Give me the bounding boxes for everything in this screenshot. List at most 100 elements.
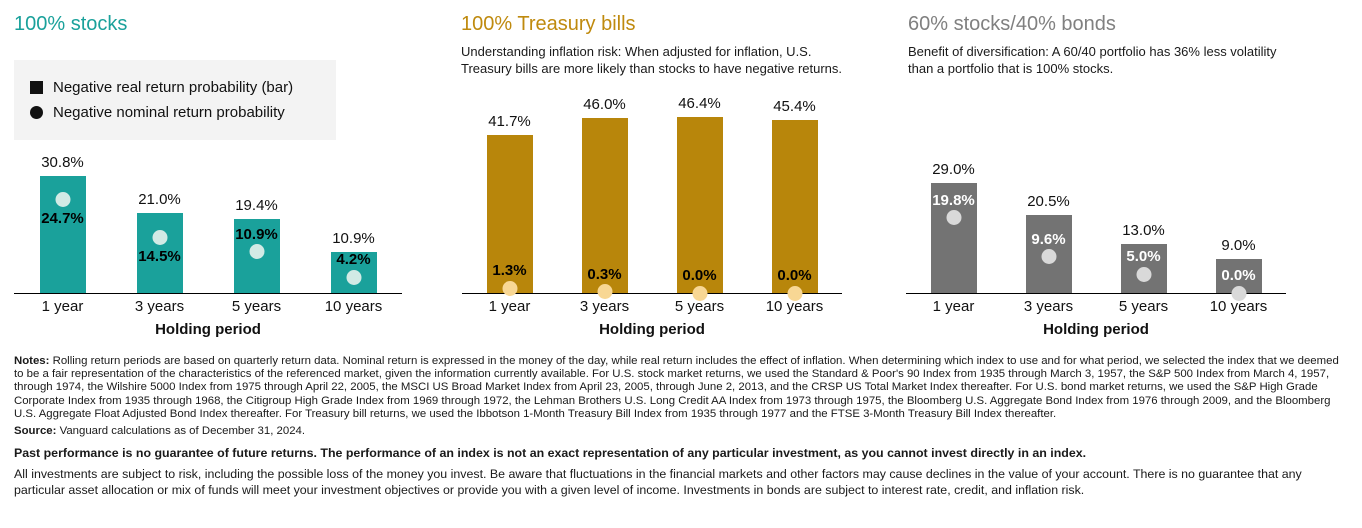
dot-1-year bbox=[502, 280, 517, 296]
x-tick-label-5-years: 5 years bbox=[674, 298, 725, 315]
bar-1-year bbox=[486, 134, 533, 293]
dot-value-label: 0.0% bbox=[682, 267, 717, 284]
dot-3-years bbox=[152, 230, 167, 246]
legend-label-dot: Negative nominal return probability bbox=[53, 104, 285, 121]
chart-slot-1-year: 41.7% 1.3% bbox=[462, 110, 557, 296]
footer: Notes: Rolling return periods are based … bbox=[14, 355, 1350, 498]
dot-value-label: 14.5% bbox=[138, 248, 181, 266]
dot-5-years bbox=[692, 285, 707, 301]
source-label: Source: bbox=[14, 425, 57, 438]
panel-treasury-subtitle: Understanding inflation risk: When adjus… bbox=[461, 44, 843, 76]
chart-slot-5-years: 19.4% 10.9% bbox=[208, 110, 305, 293]
past-performance-statement: Past performance is no guarantee of futu… bbox=[14, 446, 1087, 461]
plot-area: 29.0% 19.8% 20.5% 9.6% 13.0% 5.0% 9.0% 0.0% bbox=[906, 110, 1286, 301]
bar-value-label: 9.0% bbox=[1221, 236, 1256, 254]
chart-slot-5-years: 46.4% 0.0% bbox=[652, 95, 747, 301]
source-text: Vanguard calculations as of December 31,… bbox=[56, 425, 306, 438]
legend-item-bar: Negative real return probability (bar) bbox=[30, 75, 320, 100]
x-tick-label-5-years: 5 years bbox=[231, 298, 282, 315]
bar-value-label: 20.5% bbox=[1027, 193, 1070, 211]
dot-10-years bbox=[787, 285, 802, 301]
dot-1-year bbox=[55, 191, 70, 207]
notes-text: Rolling return periods are based on quar… bbox=[14, 355, 1339, 420]
x-axis-labels: 1 year 3 years 5 years 10 years bbox=[14, 298, 402, 318]
bar-1-year bbox=[930, 182, 977, 293]
bar-value-label: 46.0% bbox=[583, 96, 626, 114]
bar-value-label: 29.0% bbox=[932, 160, 975, 178]
dot-value-label: 9.6% bbox=[1031, 230, 1066, 248]
notes-paragraph: Notes: Rolling return periods are based … bbox=[14, 355, 1350, 421]
x-axis-title: Holding period bbox=[1043, 321, 1149, 338]
panel-treasury-title: 100% Treasury bills bbox=[461, 13, 636, 35]
dot-value-label: 19.8% bbox=[932, 191, 975, 209]
bar-value-label: 13.0% bbox=[1122, 221, 1165, 239]
x-axis-labels: 1 year 3 years 5 years 10 years bbox=[906, 298, 1286, 318]
bar-3-years bbox=[136, 213, 183, 293]
dot-1-year bbox=[946, 210, 961, 226]
x-tick-label-5-years: 5 years bbox=[1118, 298, 1169, 315]
x-axis-labels: 1 year 3 years 5 years 10 years bbox=[462, 298, 842, 318]
bar-5-years bbox=[676, 116, 723, 293]
dot-value-label: 10.9% bbox=[235, 225, 278, 243]
bar-swatch-icon bbox=[30, 81, 43, 94]
x-tick-label-3-years: 3 years bbox=[1023, 298, 1074, 315]
bar-value-label: 41.7% bbox=[488, 112, 531, 130]
panel-6040-subtitle: Benefit of diversification: A 60/40 port… bbox=[908, 44, 1277, 76]
source-line: Source: Vanguard calculations as of Dece… bbox=[14, 425, 1350, 438]
chart-stocks: 30.8% 24.7% 21.0% 14.5% 19.4% 10.9% 10.9% 4.2% 1… bbox=[14, 110, 402, 338]
bar-value-label: 19.4% bbox=[235, 197, 278, 215]
bar-value-label: 21.0% bbox=[138, 191, 181, 209]
risk-disclaimer: All investments are subject to risk, inc… bbox=[14, 467, 1302, 497]
bar-value-label: 46.4% bbox=[678, 94, 721, 112]
panel-stocks: 100% stocks Negative real return probabi… bbox=[14, 12, 444, 140]
dot-10-years bbox=[346, 269, 361, 285]
x-tick-label-10-years: 10 years bbox=[1209, 298, 1268, 315]
chart-slot-3-years: 46.0% 0.3% bbox=[557, 96, 652, 300]
x-tick-label-1-year: 1 year bbox=[488, 298, 531, 315]
dot-5-years bbox=[1136, 266, 1151, 282]
x-tick-label-10-years: 10 years bbox=[324, 298, 383, 315]
panel-stocks-title: 100% stocks bbox=[14, 13, 128, 35]
bar-3-years bbox=[581, 118, 628, 293]
x-tick-label-10-years: 10 years bbox=[765, 298, 824, 315]
dot-value-label: 24.7% bbox=[41, 209, 84, 227]
bar-10-years bbox=[771, 120, 818, 293]
dot-10-years bbox=[1231, 285, 1246, 301]
legend: Negative real return probability (bar) N… bbox=[14, 60, 336, 140]
panel-treasury: 100% Treasury bills Understanding inflat… bbox=[461, 12, 891, 77]
chart-treasury: 41.7% 1.3% 46.0% 0.3% 46.4% 0.0% 45.4% 0.0% 1 ye… bbox=[462, 95, 842, 338]
dot-value-label: 1.3% bbox=[492, 262, 527, 280]
x-tick-label-1-year: 1 year bbox=[41, 298, 84, 315]
dot-value-label: 0.0% bbox=[1221, 267, 1256, 284]
chart-slot-1-year: 29.0% 19.8% bbox=[906, 110, 1001, 293]
chart-slot-10-years: 45.4% 0.0% bbox=[747, 98, 842, 301]
dot-value-label: 0.0% bbox=[777, 267, 812, 284]
dot-swatch-icon bbox=[30, 106, 43, 119]
bar-value-label: 10.9% bbox=[332, 229, 375, 247]
panel-6040-title: 60% stocks/40% bonds bbox=[908, 13, 1116, 35]
legend-label-bar: Negative real return probability (bar) bbox=[53, 79, 294, 96]
x-tick-label-3-years: 3 years bbox=[579, 298, 630, 315]
x-tick-label-1-year: 1 year bbox=[932, 298, 975, 315]
chart-slot-10-years: 10.9% 4.2% bbox=[305, 110, 402, 293]
dot-5-years bbox=[249, 244, 264, 260]
dot-value-label: 4.2% bbox=[336, 251, 371, 269]
plot-area: 30.8% 24.7% 21.0% 14.5% 19.4% 10.9% 10.9% 4.2% bbox=[14, 110, 402, 294]
bar-value-label: 45.4% bbox=[773, 98, 816, 116]
chart-slot-10-years: 9.0% 0.0% bbox=[1191, 110, 1286, 301]
chart-slot-5-years: 13.0% 5.0% bbox=[1096, 110, 1191, 293]
dot-3-years bbox=[597, 284, 612, 300]
bar-value-label: 30.8% bbox=[41, 153, 84, 171]
chart-slot-1-year: 30.8% 24.7% bbox=[14, 110, 111, 293]
x-axis-title: Holding period bbox=[155, 321, 261, 338]
chart-slot-3-years: 21.0% 14.5% bbox=[111, 110, 208, 293]
x-axis-title: Holding period bbox=[599, 321, 705, 338]
legend-item-dot: Negative nominal return probability bbox=[30, 100, 320, 125]
notes-label: Notes: bbox=[14, 355, 50, 367]
x-tick-label-3-years: 3 years bbox=[134, 298, 185, 315]
dot-value-label: 5.0% bbox=[1126, 248, 1161, 265]
panel-6040: 60% stocks/40% bonds Benefit of diversif… bbox=[908, 12, 1354, 77]
plot-area: 41.7% 1.3% 46.0% 0.3% 46.4% 0.0% 45.4% 0.0% bbox=[462, 95, 842, 301]
dot-3-years bbox=[1041, 249, 1056, 265]
